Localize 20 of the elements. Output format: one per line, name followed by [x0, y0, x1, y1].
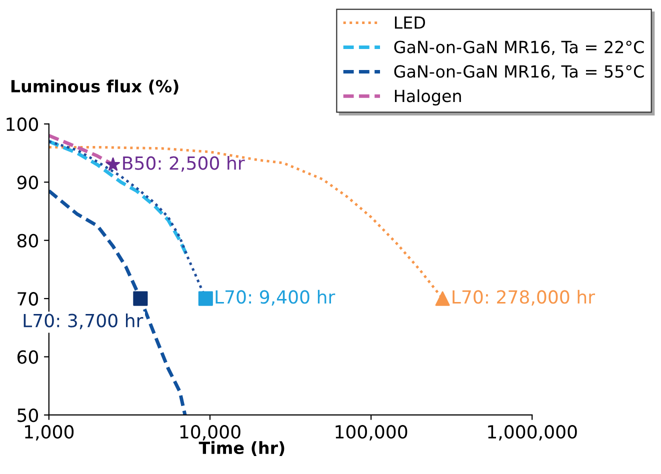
annotation: B50: 2,500 hr [123, 156, 245, 172]
y-tick-label: 50 [18, 408, 38, 422]
x-tick-label: 100,000 [336, 425, 408, 441]
x-tick-label: 10,000 [180, 425, 240, 441]
legend-label: LED [394, 16, 426, 29]
x-tick-label: 1,000,000 [488, 425, 577, 441]
legend-label: GaN-on-GaN MR16, Ta = 22°C [394, 40, 644, 56]
y-tick-label: 70 [18, 292, 38, 306]
legend-label: GaN-on-GaN MR16, Ta = 55°C [394, 65, 644, 80]
y-tick-label: 80 [17, 234, 38, 248]
y-tick-label: 60 [17, 350, 38, 364]
x-tick-label: 1,000 [25, 425, 74, 441]
annotation: L70: 278,000 hr [452, 290, 596, 306]
y-tick-label: 90 [17, 176, 38, 190]
annotation: L70: 3,700 hr [24, 313, 144, 330]
x-axis-title: Time (hr) [198, 441, 284, 456]
y-tick-label: 100 [6, 117, 38, 132]
annotation: L70: 9,400 hr [216, 290, 336, 306]
y-axis-title: Luminous flux (%) [11, 80, 178, 94]
legend-label: Halogen [394, 89, 461, 106]
